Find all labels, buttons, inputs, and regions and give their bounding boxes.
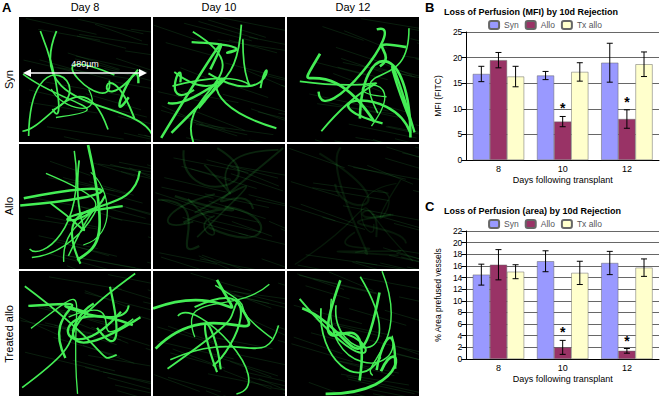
svg-text:12: 12 [453, 284, 463, 294]
svg-text:18: 18 [453, 249, 463, 259]
html-text:Allo: Allo [3, 197, 15, 216]
svg-text:Syn: Syn [504, 219, 519, 229]
svg-text:25: 25 [453, 27, 463, 37]
svg-text:20: 20 [453, 53, 463, 63]
svg-text:8: 8 [496, 164, 501, 174]
svg-text:12: 12 [622, 363, 632, 373]
svg-text:*: * [624, 94, 630, 110]
svg-text:*: * [560, 324, 566, 340]
svg-text:B: B [425, 0, 434, 15]
svg-text:0: 0 [458, 354, 463, 364]
svg-text:20: 20 [453, 238, 463, 248]
svg-text:Loss of Perfusion (MFI) by 10d: Loss of Perfusion (MFI) by 10d Rejection [444, 7, 618, 17]
svg-text:16: 16 [453, 261, 463, 271]
svg-text:% Area prefused vessels: % Area prefused vessels [433, 248, 443, 342]
svg-text:MFI (FITC): MFI (FITC) [433, 75, 443, 117]
svg-text:Days following transplant: Days following transplant [513, 374, 614, 384]
html-text:Syn: Syn [3, 70, 15, 89]
svg-text:Syn: Syn [504, 20, 519, 30]
svg-text:C: C [425, 199, 435, 214]
svg-text:8: 8 [496, 363, 501, 373]
svg-text:Days following transplant: Days following transplant [513, 175, 614, 185]
svg-text:2: 2 [458, 342, 463, 352]
svg-text:4: 4 [458, 331, 463, 341]
svg-text:*: * [624, 333, 630, 349]
html-text:A: A [2, 0, 12, 15]
html-text:Treated allo: Treated allo [3, 304, 15, 363]
svg-text:*: * [560, 100, 566, 116]
svg-text:Allo: Allo [541, 20, 555, 30]
svg-text:10: 10 [558, 363, 568, 373]
svg-text:15: 15 [453, 78, 463, 88]
svg-text:5: 5 [458, 129, 463, 139]
svg-text:Tx allo: Tx allo [577, 20, 602, 30]
svg-text:10: 10 [558, 164, 568, 174]
svg-text:10: 10 [453, 104, 463, 114]
svg-text:Allo: Allo [541, 219, 555, 229]
svg-text:14: 14 [453, 273, 463, 283]
svg-text:22: 22 [453, 226, 463, 236]
svg-text:6: 6 [458, 319, 463, 329]
svg-text:480µm: 480µm [71, 59, 99, 69]
svg-text:Loss of Perfusion (area) by 10: Loss of Perfusion (area) by 10d Rejectio… [444, 206, 621, 216]
svg-text:8: 8 [458, 307, 463, 317]
html-text:Day 8: Day 8 [70, 1, 100, 13]
svg-text:12: 12 [622, 164, 632, 174]
svg-text:Tx allo: Tx allo [577, 219, 602, 229]
html-text:Day 12: Day 12 [335, 1, 371, 13]
svg-text:0: 0 [458, 155, 463, 165]
svg-text:10: 10 [453, 296, 463, 306]
html-text:Day 10: Day 10 [201, 1, 237, 13]
